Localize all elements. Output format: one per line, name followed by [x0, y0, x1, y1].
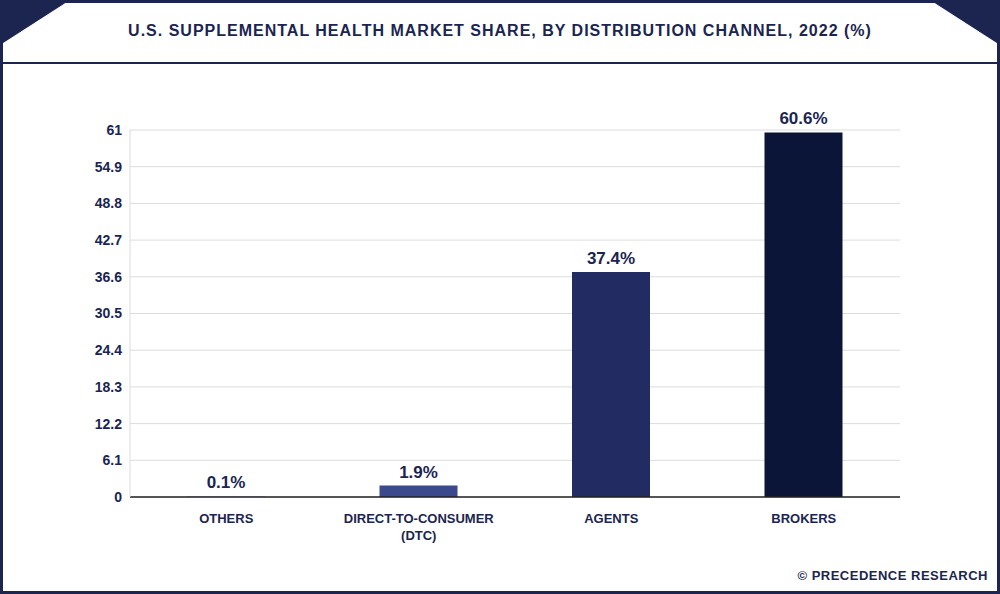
svg-text:36.6: 36.6 — [95, 269, 122, 285]
svg-text:37.4%: 37.4% — [587, 249, 635, 268]
svg-text:6.1: 6.1 — [103, 452, 123, 468]
svg-text:24.4: 24.4 — [95, 342, 122, 358]
svg-text:42.7: 42.7 — [95, 232, 122, 248]
svg-text:54.9: 54.9 — [95, 159, 122, 175]
svg-text:1.9%: 1.9% — [399, 463, 438, 482]
html-text:© PRECEDENCE RESEARCH: © PRECEDENCE RESEARCH — [797, 568, 988, 583]
svg-text:DIRECT-TO-CONSUMER(DTC): DIRECT-TO-CONSUMER(DTC) — [344, 511, 495, 543]
svg-text:30.5: 30.5 — [95, 305, 122, 321]
svg-text:12.2: 12.2 — [95, 416, 122, 432]
svg-text:OTHERS: OTHERS — [199, 511, 254, 526]
html-text:U.S. SUPPLEMENTAL HEALTH MARKE: U.S. SUPPLEMENTAL HEALTH MARKET SHARE, B… — [128, 22, 872, 39]
svg-text:61: 61 — [106, 122, 122, 138]
svg-text:48.8: 48.8 — [95, 195, 122, 211]
svg-text:0.1%: 0.1% — [207, 473, 246, 492]
svg-text:AGENTS: AGENTS — [584, 511, 639, 526]
svg-text:60.6%: 60.6% — [779, 109, 827, 128]
svg-text:0: 0 — [114, 489, 122, 505]
svg-text:18.3: 18.3 — [95, 379, 122, 395]
svg-text:BROKERS: BROKERS — [771, 511, 836, 526]
